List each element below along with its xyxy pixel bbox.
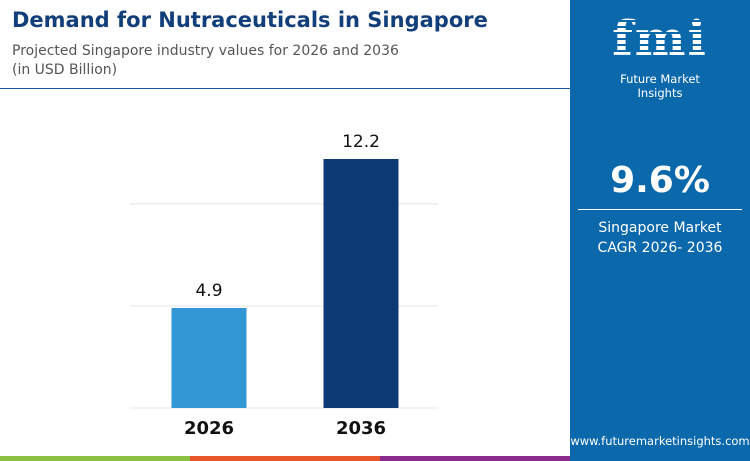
bar-2036 — [323, 159, 399, 408]
logo-mark: fmi — [598, 10, 722, 68]
x-tick-label: 2036 — [336, 418, 386, 439]
fmi-logo: fmi Future Market Insights — [598, 10, 722, 100]
divider — [0, 88, 570, 89]
bar-2026 — [171, 307, 247, 408]
data-label: 4.9 — [195, 281, 222, 301]
cagr-label-line-1: Singapore Market — [598, 220, 722, 236]
cagr-label: Singapore Market CAGR 2026- 2036 — [570, 218, 750, 258]
bar-chart: 4.9 2026 12.2 2036 — [130, 132, 438, 439]
subtitle-line-2: (in USD Billion) — [12, 62, 118, 78]
website-link[interactable]: www.futuremarketinsights.com — [570, 434, 750, 448]
brand-name: Future Market Insights — [620, 72, 700, 100]
data-label: 12.2 — [342, 132, 380, 152]
sidebar-panel: fmi Future Market Insights 9.6% Singapor… — [570, 0, 750, 461]
footer-bar-purple — [380, 456, 570, 461]
page-title: Demand for Nutraceuticals in Singapore — [12, 8, 488, 32]
footer-bar-green — [0, 456, 190, 461]
subtitle: Projected Singapore industry values for … — [12, 42, 399, 80]
cagr-label-line-2: CAGR 2026- 2036 — [597, 240, 723, 256]
subtitle-line-1: Projected Singapore industry values for … — [12, 43, 399, 59]
x-tick-label: 2026 — [184, 418, 234, 439]
footer-bar-orange — [190, 456, 380, 461]
cagr-value: 9.6% — [610, 160, 710, 201]
cagr-divider — [578, 209, 742, 210]
